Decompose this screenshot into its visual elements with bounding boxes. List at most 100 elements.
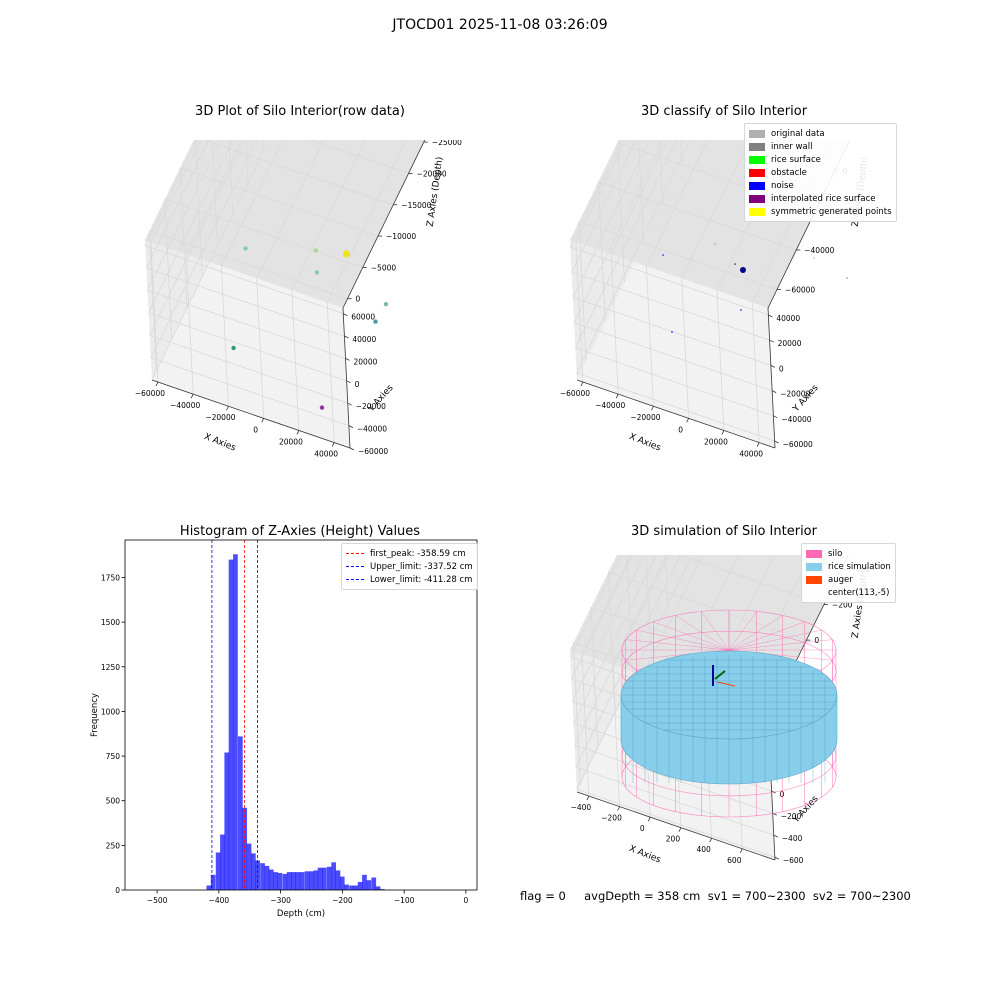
histogram-bar xyxy=(246,843,252,890)
silo-roof-line xyxy=(728,629,822,651)
y-tick-label: 1000 xyxy=(101,707,120,716)
class-point xyxy=(740,267,746,273)
y-tick xyxy=(349,447,355,451)
z-tick-label: −25000 xyxy=(432,140,462,147)
histogram-bar xyxy=(299,872,305,890)
data-point xyxy=(231,345,236,351)
data-point xyxy=(342,250,350,258)
y-tick-label: −60000 xyxy=(783,440,813,449)
simulation-plot-title: 3D simulation of Silo Interior xyxy=(631,524,817,539)
x-tick-label: −40000 xyxy=(170,401,200,410)
legend-label: Upper_limit: -337.52 cm xyxy=(370,561,473,572)
y-tick-label: 0 xyxy=(780,790,785,799)
x-gridline xyxy=(185,140,243,395)
x-tick-label: −500 xyxy=(147,896,168,905)
histogram-bar xyxy=(313,870,319,890)
z-gridline xyxy=(179,167,379,309)
histogram-bar xyxy=(371,877,377,890)
silo-roof-line xyxy=(701,611,730,651)
x-tick-label: −200 xyxy=(332,896,353,905)
classify-3d-plot: −60000 −40000 −20000 0 20000 40000 −60000 −4000… xyxy=(560,140,870,459)
x-tick-label: 600 xyxy=(727,856,742,865)
y-tick xyxy=(773,415,778,419)
histogram-bar xyxy=(206,885,212,890)
histogram-bar xyxy=(220,834,225,890)
y-tick xyxy=(774,856,780,860)
histogram-bar xyxy=(224,752,230,890)
data-point xyxy=(319,405,325,410)
x-tick xyxy=(686,418,690,423)
x-tick xyxy=(651,406,654,411)
legend-swatch xyxy=(749,129,765,138)
histogram-bar xyxy=(282,873,288,890)
y-tick xyxy=(770,365,776,368)
histogram-bar xyxy=(228,559,234,890)
z-axis-label: Z Axies (Depth) xyxy=(426,156,446,227)
data-point xyxy=(373,319,378,324)
histogram-bar xyxy=(251,853,256,890)
x-tick xyxy=(617,806,620,811)
x-tick-label: −300 xyxy=(270,896,291,905)
class-point xyxy=(671,331,673,333)
histogram-bar xyxy=(268,869,274,890)
class-point xyxy=(846,277,848,279)
x-tick-label: 400 xyxy=(696,845,711,854)
y-tick-label: 250 xyxy=(106,841,121,850)
y-tick-label: 40000 xyxy=(776,314,800,323)
silo-roof-line xyxy=(728,611,757,651)
z-gridline xyxy=(597,181,797,323)
y-tick-label: −40000 xyxy=(781,415,811,424)
legend-label: interpolated rice surface xyxy=(771,193,876,204)
histogram-bar xyxy=(357,882,363,890)
histogram-bar xyxy=(353,885,359,890)
histogram-bar xyxy=(344,884,349,890)
histogram-bar xyxy=(339,876,345,890)
z-gridline xyxy=(665,555,669,608)
class-point xyxy=(740,309,742,311)
legend-label: noise xyxy=(771,180,794,191)
class-point xyxy=(813,257,815,259)
z-tick-label: −5000 xyxy=(371,263,397,272)
z-tick-label: −20000 xyxy=(417,169,447,178)
histogram-bar xyxy=(215,852,221,890)
legend-label: original data xyxy=(771,128,825,139)
x-gridline xyxy=(716,140,791,431)
legend-swatch xyxy=(749,181,765,190)
legend-line xyxy=(346,579,364,580)
y-tick xyxy=(343,313,348,316)
legend-line xyxy=(346,566,364,567)
legend-label: rice simulation xyxy=(828,561,891,572)
legend-label: symmetric generated points xyxy=(771,206,892,217)
histogram-bar xyxy=(349,885,354,890)
x-gridline xyxy=(575,140,627,383)
x-tick-label: 40000 xyxy=(739,450,763,459)
z-gridline xyxy=(607,571,807,715)
y-tick xyxy=(774,440,779,444)
y-tick-label: 20000 xyxy=(354,357,378,366)
y-tick-label: 40000 xyxy=(352,335,376,344)
histogram-bar xyxy=(366,880,372,890)
histogram-bar xyxy=(322,867,327,890)
x-tick xyxy=(678,827,682,832)
y-tick xyxy=(344,335,349,339)
y-gridline xyxy=(148,140,347,382)
histogram-bar xyxy=(317,867,323,890)
y-gridline xyxy=(573,140,773,391)
histogram-chart: −500 −400 −300 −200 −100 0 0 250 500 750 1000 1250 1… xyxy=(90,539,478,919)
z-gridline xyxy=(626,555,825,679)
z-tick-label: −10000 xyxy=(386,232,416,241)
x-tick-label: −100 xyxy=(394,896,415,905)
raw-plot-title: 3D Plot of Silo Interior(row data) xyxy=(195,104,405,119)
histogram-legend: first_peak: -358.59 cm Upper_limit: -337… xyxy=(341,543,478,590)
z-tick-label: −15000 xyxy=(401,201,431,210)
x-tick-label: 0 xyxy=(678,425,683,434)
simulation-3d-plot: −400−2000200400600−600−400−2000200400600… xyxy=(569,555,870,866)
x-tick-label: −400 xyxy=(209,896,230,905)
x-tick-label: −60000 xyxy=(560,389,590,398)
histogram-bar xyxy=(260,863,265,890)
z-gridline xyxy=(149,230,348,371)
y-tick-label: 1500 xyxy=(101,618,120,627)
y-tick xyxy=(773,834,778,838)
raw-3d-plot: −60000 −40000 −20000 0 20000 40000 −60000 −4000… xyxy=(135,140,462,459)
x-tick xyxy=(756,442,760,447)
